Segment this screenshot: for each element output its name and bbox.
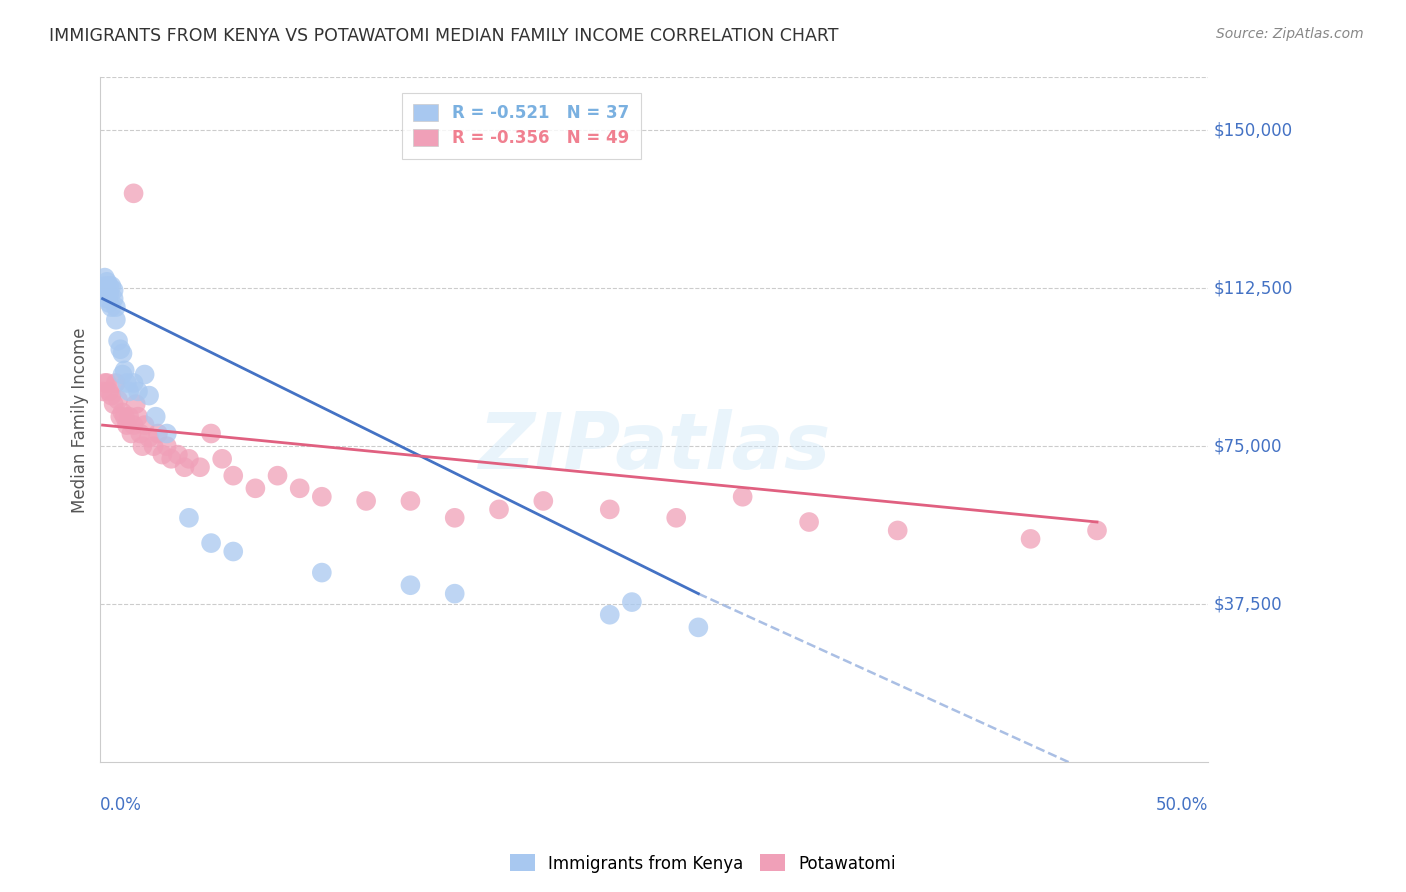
- Point: [118, 409, 141, 424]
- Point: [177, 451, 200, 466]
- Point: [1085, 524, 1108, 538]
- Point: [731, 490, 754, 504]
- Point: [94, 279, 117, 293]
- Text: $37,500: $37,500: [1213, 595, 1282, 613]
- Point: [100, 388, 122, 402]
- Point: [110, 409, 132, 424]
- Point: [138, 388, 160, 402]
- Point: [96, 376, 118, 390]
- Point: [110, 343, 132, 357]
- Point: [599, 607, 621, 622]
- Point: [200, 536, 222, 550]
- Point: [100, 300, 122, 314]
- Point: [150, 448, 173, 462]
- Point: [114, 409, 136, 424]
- Point: [98, 279, 121, 293]
- Point: [107, 392, 129, 407]
- Point: [114, 363, 136, 377]
- Point: [145, 409, 167, 424]
- Point: [91, 283, 114, 297]
- Text: 0.0%: 0.0%: [100, 797, 142, 814]
- Text: IMMIGRANTS FROM KENYA VS POTAWATOMI MEDIAN FAMILY INCOME CORRELATION CHART: IMMIGRANTS FROM KENYA VS POTAWATOMI MEDI…: [49, 27, 839, 45]
- Point: [96, 275, 118, 289]
- Point: [118, 384, 141, 399]
- Point: [665, 510, 688, 524]
- Point: [122, 376, 145, 390]
- Point: [91, 384, 114, 399]
- Y-axis label: Median Family Income: Median Family Income: [72, 327, 89, 513]
- Point: [173, 460, 195, 475]
- Point: [103, 292, 125, 306]
- Point: [354, 494, 377, 508]
- Point: [146, 426, 169, 441]
- Point: [134, 368, 156, 382]
- Point: [115, 376, 138, 390]
- Text: ZIPatlas: ZIPatlas: [478, 409, 830, 485]
- Point: [131, 439, 153, 453]
- Point: [127, 384, 149, 399]
- Text: $75,000: $75,000: [1213, 437, 1282, 455]
- Point: [98, 384, 121, 399]
- Point: [122, 418, 145, 433]
- Point: [125, 397, 148, 411]
- Point: [399, 578, 422, 592]
- Point: [107, 334, 129, 348]
- Point: [127, 409, 149, 424]
- Point: [211, 451, 233, 466]
- Point: [886, 524, 908, 538]
- Point: [620, 595, 643, 609]
- Point: [98, 296, 121, 310]
- Point: [200, 426, 222, 441]
- Text: $150,000: $150,000: [1213, 121, 1292, 139]
- Point: [103, 283, 125, 297]
- Point: [311, 490, 333, 504]
- Point: [94, 376, 117, 390]
- Point: [488, 502, 510, 516]
- Point: [138, 431, 160, 445]
- Point: [311, 566, 333, 580]
- Point: [104, 376, 127, 390]
- Point: [156, 426, 179, 441]
- Point: [599, 502, 621, 516]
- Point: [222, 468, 245, 483]
- Point: [688, 620, 710, 634]
- Text: Source: ZipAtlas.com: Source: ZipAtlas.com: [1216, 27, 1364, 41]
- Point: [188, 460, 211, 475]
- Point: [443, 510, 465, 524]
- Point: [797, 515, 820, 529]
- Point: [177, 510, 200, 524]
- Point: [443, 587, 465, 601]
- Point: [100, 279, 122, 293]
- Point: [531, 494, 554, 508]
- Point: [266, 468, 288, 483]
- Point: [134, 418, 156, 433]
- Point: [129, 426, 152, 441]
- Point: [167, 448, 190, 462]
- Point: [111, 346, 134, 360]
- Point: [96, 283, 118, 297]
- Point: [245, 481, 267, 495]
- Point: [98, 287, 121, 301]
- Point: [111, 405, 134, 419]
- Point: [104, 300, 127, 314]
- Point: [399, 494, 422, 508]
- Point: [96, 292, 118, 306]
- Point: [94, 270, 117, 285]
- Point: [288, 481, 311, 495]
- Legend: R = -0.521   N = 37, R = -0.356   N = 49: R = -0.521 N = 37, R = -0.356 N = 49: [402, 93, 641, 159]
- Point: [142, 439, 165, 453]
- Point: [104, 312, 127, 326]
- Point: [111, 368, 134, 382]
- Point: [156, 439, 179, 453]
- Point: [222, 544, 245, 558]
- Legend: Immigrants from Kenya, Potawatomi: Immigrants from Kenya, Potawatomi: [503, 847, 903, 880]
- Point: [120, 426, 142, 441]
- Point: [103, 397, 125, 411]
- Point: [122, 186, 145, 201]
- Text: $112,500: $112,500: [1213, 279, 1292, 297]
- Text: 50.0%: 50.0%: [1156, 797, 1208, 814]
- Point: [1019, 532, 1042, 546]
- Point: [160, 451, 183, 466]
- Point: [115, 418, 138, 433]
